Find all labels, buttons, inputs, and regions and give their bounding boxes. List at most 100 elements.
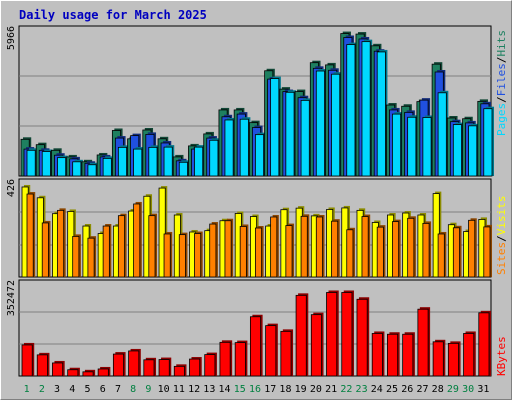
- bar-face: [483, 108, 493, 177]
- sites-bar: [224, 218, 234, 278]
- sites-bar: [254, 226, 264, 278]
- sites-bar: [178, 232, 188, 278]
- pages-bar: [422, 115, 434, 177]
- kbytes-bar: [204, 352, 217, 377]
- bar-face: [346, 229, 354, 278]
- pages-bar: [102, 156, 114, 177]
- pages-bar: [163, 145, 175, 177]
- bar-face: [437, 92, 447, 177]
- bar-face: [300, 215, 308, 278]
- bar-face: [117, 215, 125, 278]
- sites-bar: [285, 223, 295, 278]
- hits-legend: Pages/Files/Hits: [495, 30, 508, 136]
- day-label: 29: [447, 384, 459, 395]
- bar-face: [331, 73, 341, 177]
- legend-sites: Sites: [495, 242, 508, 275]
- bar-face: [310, 314, 322, 377]
- day-label: 19: [295, 384, 307, 395]
- bar-face: [67, 369, 79, 377]
- legend-kbytes: KBytes: [495, 336, 508, 376]
- kbytes-bar: [173, 364, 187, 377]
- bar-face: [72, 235, 80, 278]
- day-label: 4: [69, 384, 75, 395]
- pages-bar: [194, 145, 205, 177]
- day-label: 24: [371, 384, 383, 395]
- bar-face: [468, 219, 476, 278]
- pages-bar: [270, 76, 281, 177]
- bar-face: [468, 125, 478, 177]
- day-label: 11: [173, 384, 185, 395]
- bar-face: [102, 157, 112, 177]
- day-label: 23: [356, 384, 368, 395]
- bar-face: [163, 146, 173, 177]
- kbytes-bar: [387, 332, 400, 377]
- bar-face: [371, 333, 383, 377]
- bar-face: [341, 292, 353, 377]
- sites-bar: [437, 231, 447, 278]
- pages-bar: [483, 106, 494, 177]
- kbytes-bar: [310, 312, 324, 377]
- hits-ymax-label: 5966: [6, 26, 17, 50]
- sites-bar: [315, 214, 325, 278]
- sites-bar: [361, 214, 371, 278]
- bar-face: [158, 187, 166, 278]
- day-label: 5: [85, 384, 91, 395]
- bar-face: [432, 341, 444, 377]
- sites-bar: [163, 231, 173, 278]
- bar-face: [376, 226, 384, 278]
- bar-face: [133, 148, 143, 177]
- bar-face: [478, 312, 490, 377]
- bar-face: [300, 99, 310, 177]
- bar-face: [326, 292, 338, 377]
- bar-face: [158, 359, 170, 377]
- bar-face: [173, 365, 185, 377]
- pages-bar: [148, 145, 160, 177]
- day-label: 15: [234, 384, 246, 395]
- bar-face: [189, 358, 201, 377]
- kbytes-bar: [371, 331, 385, 377]
- kbytes-bar: [356, 297, 370, 377]
- kbytes-bar: [447, 341, 461, 377]
- sites-bar: [376, 225, 386, 278]
- pages-bar: [117, 145, 129, 177]
- bar-face: [133, 203, 141, 278]
- bar-face: [148, 215, 156, 278]
- bar-face: [209, 223, 217, 278]
- kbytes-bar: [234, 340, 248, 377]
- pages-bar: [254, 132, 266, 177]
- day-label: 9: [145, 384, 151, 395]
- day-label: 3: [54, 384, 60, 395]
- kbytes-bar: [112, 352, 126, 377]
- day-label: 14: [219, 384, 231, 395]
- bar-face: [285, 225, 293, 278]
- day-label: 20: [310, 384, 322, 395]
- day-label: 8: [130, 384, 136, 395]
- sites-bar: [148, 213, 158, 278]
- sites-bar: [331, 219, 340, 278]
- day-label: 28: [432, 384, 444, 395]
- bar-face: [57, 209, 65, 278]
- bar-face: [239, 118, 249, 177]
- pages-bar: [468, 123, 479, 177]
- bar-face: [112, 353, 124, 377]
- bar-face: [117, 146, 127, 177]
- legend-separator: /: [495, 96, 508, 103]
- bar-face: [178, 161, 188, 177]
- kbytes-bar: [249, 314, 263, 377]
- bar-face: [224, 119, 234, 177]
- kbytes-bar: [219, 340, 233, 377]
- legend-files: Files: [495, 63, 508, 96]
- sites-bar: [133, 201, 142, 278]
- bar-face: [270, 78, 280, 177]
- bar-face: [392, 221, 400, 278]
- bar-face: [254, 134, 265, 177]
- kbytes-bar: [417, 307, 431, 377]
- bar-face: [422, 117, 432, 177]
- sites-bar: [87, 236, 97, 278]
- bar-face: [194, 233, 202, 278]
- kbytes-bar: [67, 367, 80, 377]
- bar-face: [239, 226, 247, 278]
- bar-face: [97, 368, 109, 377]
- pages-bar: [285, 90, 297, 177]
